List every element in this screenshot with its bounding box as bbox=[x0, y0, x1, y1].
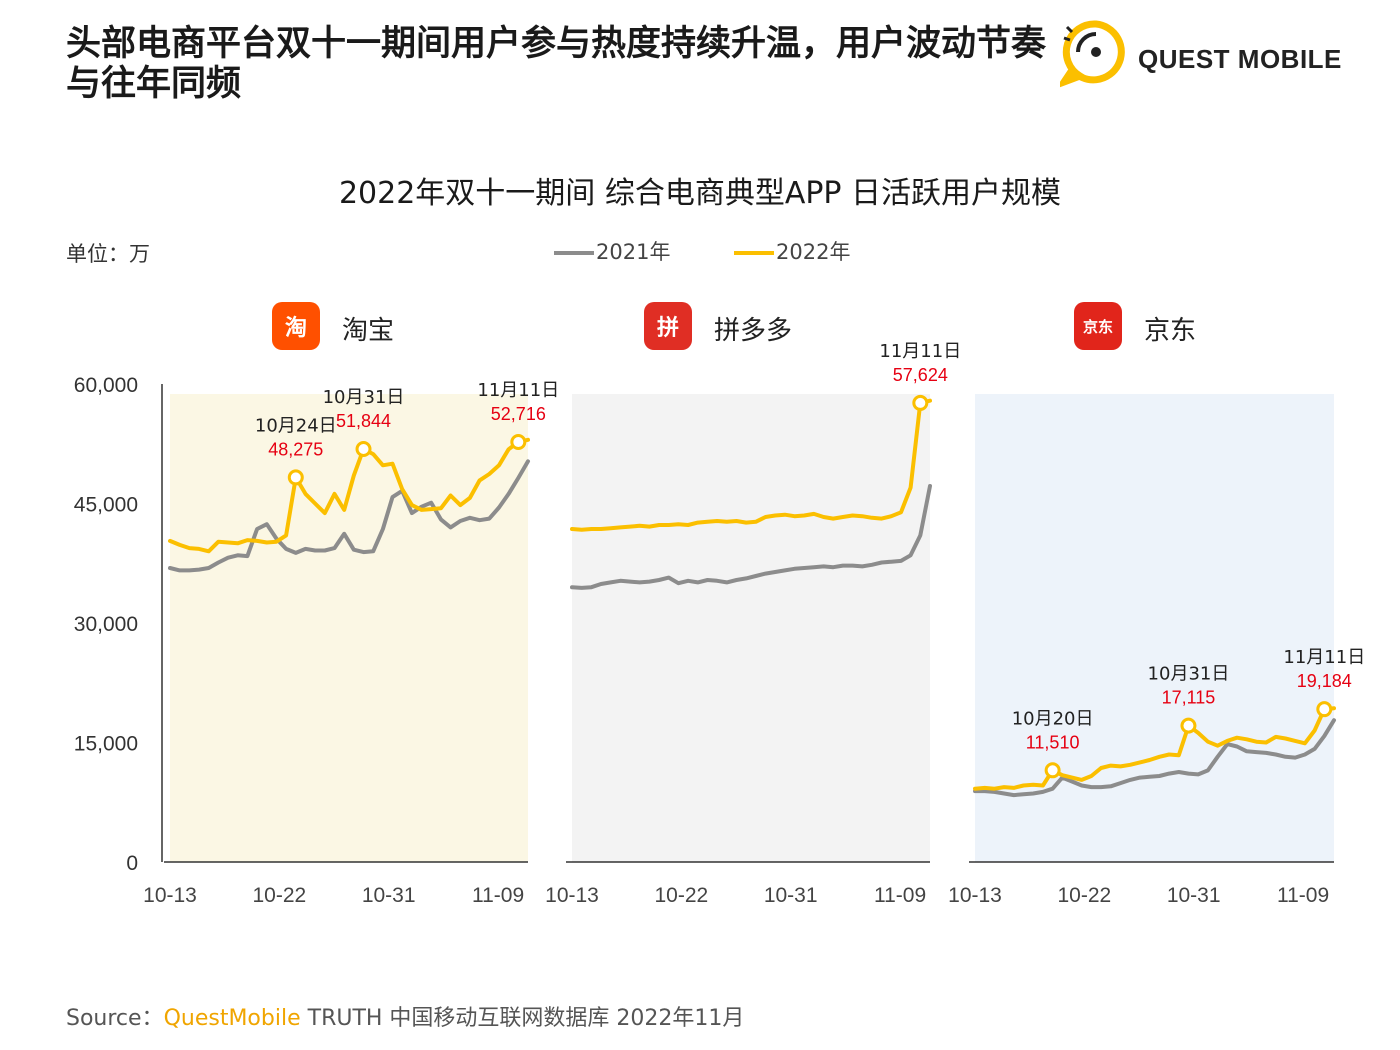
x-tick-label: 10-13 bbox=[948, 884, 1002, 907]
x-tick-label: 10-22 bbox=[654, 884, 708, 907]
series-line-2021-taobao bbox=[168, 459, 530, 573]
x-tick-label: 10-22 bbox=[252, 884, 306, 907]
legend-label-2022: 2022年 bbox=[776, 240, 851, 264]
highlight-point bbox=[287, 469, 304, 486]
taobao-icon: 淘 bbox=[272, 302, 320, 350]
series-line-2022-taobao bbox=[168, 437, 530, 554]
highlight-point bbox=[1316, 701, 1333, 718]
y-tick-label: 15,000 bbox=[74, 733, 138, 756]
annotation-value: 52,716 bbox=[491, 404, 546, 424]
panel-background-pinduoduo bbox=[572, 394, 930, 862]
series-line-2021-jd bbox=[973, 718, 1336, 798]
x-tick-label: 10-31 bbox=[1167, 884, 1221, 907]
pinduoduo-icon: 拼 bbox=[644, 302, 692, 350]
source-note: Source：QuestMobile TRUTH 中国移动互联网数据库 2022… bbox=[66, 1000, 744, 1032]
x-tick-label: 10-13 bbox=[143, 884, 197, 907]
annotation-date: 11月11日 bbox=[477, 380, 559, 401]
y-tick-label: 0 bbox=[126, 852, 138, 875]
legend-item-2022: 2022年 bbox=[734, 236, 850, 266]
source-label: Source： bbox=[66, 1006, 164, 1031]
app-name-pinduoduo: 拼多多 bbox=[714, 316, 793, 346]
annotation-value: 51,844 bbox=[336, 411, 391, 431]
legend-swatch-2022 bbox=[734, 251, 774, 255]
x-tick-label: 11-09 bbox=[874, 884, 926, 907]
source-brand: QuestMobile bbox=[163, 1006, 301, 1031]
app-name-taobao: 淘宝 bbox=[342, 316, 395, 346]
annotation-date: 10月24日 bbox=[255, 415, 337, 436]
highlight-point bbox=[355, 440, 372, 457]
annotation-date: 10月31日 bbox=[323, 387, 405, 408]
x-tick-label: 10-22 bbox=[1057, 884, 1111, 907]
panel-background-jd bbox=[975, 394, 1334, 862]
y-tick-label: 30,000 bbox=[74, 613, 138, 636]
panel-background-taobao bbox=[170, 394, 528, 862]
annotation-value: 48,275 bbox=[268, 439, 323, 459]
legend-item-2021: 2021年 bbox=[554, 236, 670, 266]
x-tick-label: 10-31 bbox=[362, 884, 416, 907]
highlight-point bbox=[1044, 762, 1061, 779]
x-tick-label: 10-31 bbox=[764, 884, 818, 907]
y-tick-label: 60,000 bbox=[74, 374, 138, 397]
annotation-date: 11月11日 bbox=[879, 341, 961, 362]
x-tick-label: 11-09 bbox=[1277, 884, 1329, 907]
annotation-date: 11月11日 bbox=[1283, 647, 1365, 668]
annotation-value: 57,624 bbox=[893, 365, 948, 385]
series-line-2021-pinduoduo bbox=[570, 484, 932, 590]
unit-label: 单位：万 bbox=[66, 242, 150, 266]
chart-title: 2022年双十一期间 综合电商典型APP 日活跃用户规模 bbox=[338, 176, 1062, 211]
source-rest: TRUTH 中国移动互联网数据库 2022年11月 bbox=[307, 1006, 745, 1031]
series-line-2022-pinduoduo bbox=[570, 398, 932, 532]
highlight-point bbox=[912, 394, 929, 411]
logo-text: QUEST MOBILE bbox=[1138, 44, 1342, 74]
annotation-value: 11,510 bbox=[1026, 732, 1080, 752]
app-name-jd: 京东 bbox=[1144, 316, 1197, 346]
annotation-value: 19,184 bbox=[1297, 671, 1352, 691]
annotation-date: 10月31日 bbox=[1148, 664, 1230, 685]
y-tick-label: 45,000 bbox=[74, 494, 138, 517]
questmobile-logo-icon bbox=[1055, 20, 1125, 90]
legend-swatch-2021 bbox=[554, 251, 594, 255]
legend-label-2021: 2021年 bbox=[596, 240, 671, 264]
page-headline: 头部电商平台双十一期间用户参与热度持续升温，用户波动节奏与往年同频 bbox=[66, 24, 1047, 104]
x-tick-label: 11-09 bbox=[472, 884, 524, 907]
highlight-point bbox=[510, 434, 527, 451]
questmobile-logo: QUEST MOBILE bbox=[1055, 18, 1350, 90]
x-tick-label: 10-13 bbox=[545, 884, 599, 907]
highlight-point bbox=[1180, 717, 1197, 734]
annotation-value: 17,115 bbox=[1162, 688, 1216, 708]
annotation-date: 10月20日 bbox=[1012, 708, 1094, 729]
jd-icon: 京东 bbox=[1074, 302, 1122, 350]
series-line-2022-jd bbox=[973, 706, 1336, 791]
